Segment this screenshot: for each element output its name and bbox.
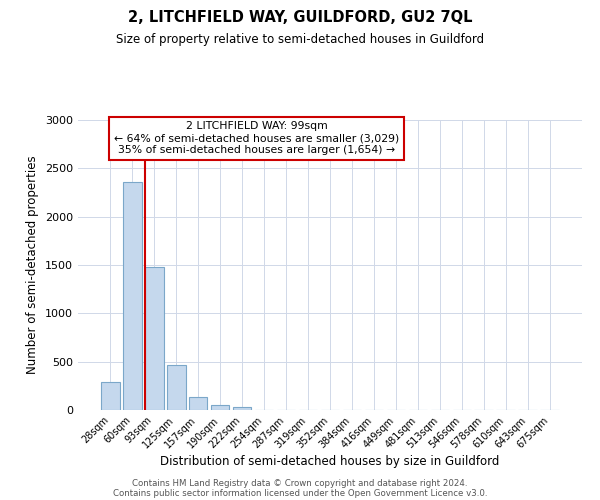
Bar (123, 182, 142, 410)
Bar (189, 398, 208, 410)
Text: Contains HM Land Registry data © Crown copyright and database right 2024.: Contains HM Land Registry data © Crown c… (132, 478, 468, 488)
Bar (211, 404, 229, 410)
Bar (233, 407, 251, 410)
Text: Size of property relative to semi-detached houses in Guildford: Size of property relative to semi-detach… (116, 32, 484, 46)
Text: Contains public sector information licensed under the Open Government Licence v3: Contains public sector information licen… (113, 488, 487, 498)
Bar (101, 382, 119, 410)
Bar (167, 364, 185, 410)
Bar (145, 267, 164, 410)
Y-axis label: Number of semi-detached properties: Number of semi-detached properties (26, 156, 40, 374)
Text: 2 LITCHFIELD WAY: 99sqm
← 64% of semi-detached houses are smaller (3,029)
35% of: 2 LITCHFIELD WAY: 99sqm ← 64% of semi-de… (114, 122, 400, 154)
Text: 2, LITCHFIELD WAY, GUILDFORD, GU2 7QL: 2, LITCHFIELD WAY, GUILDFORD, GU2 7QL (128, 10, 472, 25)
X-axis label: Distribution of semi-detached houses by size in Guildford: Distribution of semi-detached houses by … (160, 456, 500, 468)
